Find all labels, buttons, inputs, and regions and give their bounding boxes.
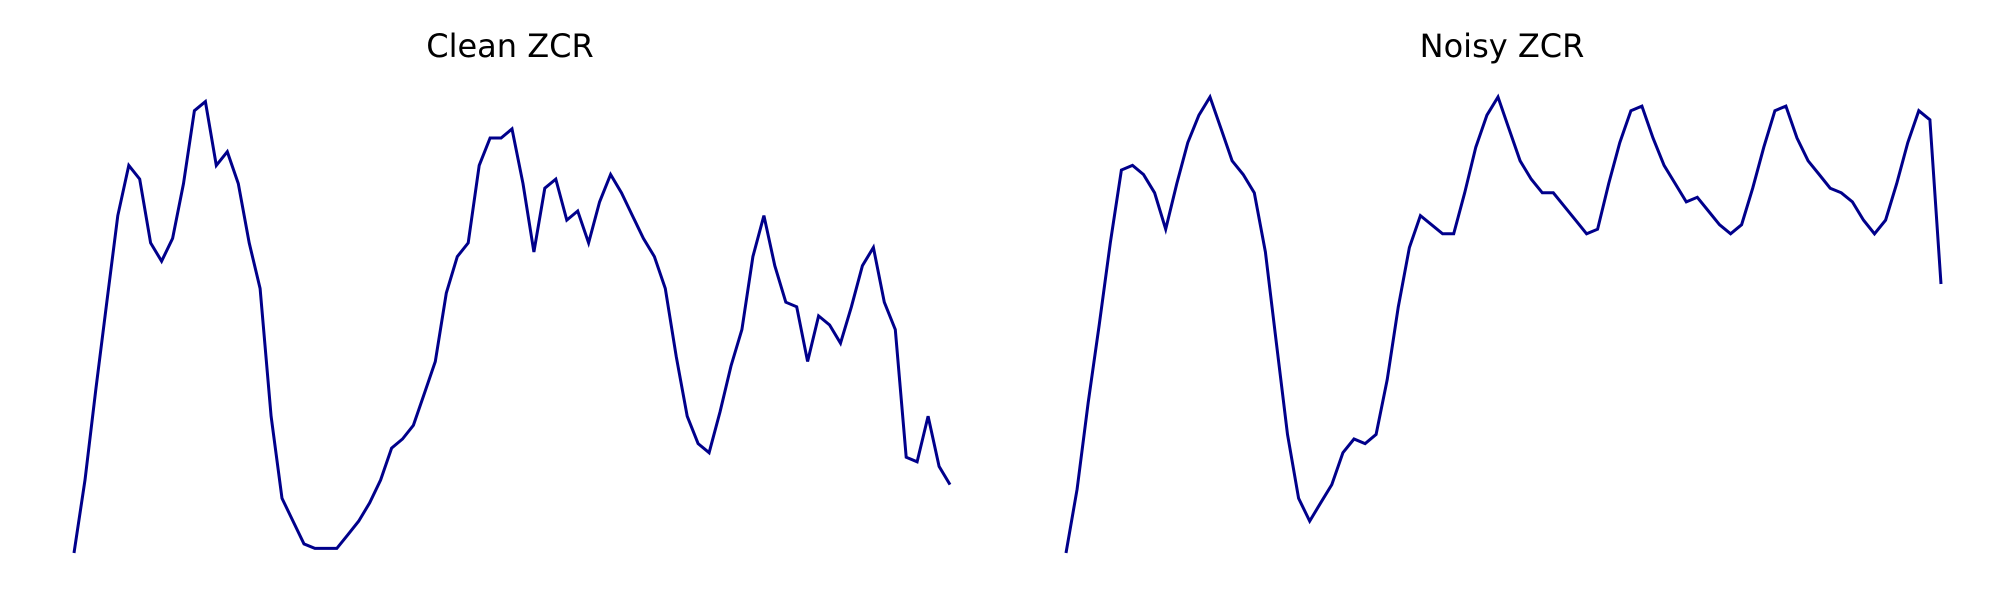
chart-title-clean: Clean ZCR (426, 27, 593, 65)
clean-zcr-panel: Clean ZCR (72, 27, 952, 554)
noisy-zcr-line (1064, 93, 1943, 554)
chart-title-noisy: Noisy ZCR (1420, 27, 1585, 65)
noisy-zcr-panel: Noisy ZCR (1064, 27, 1943, 554)
clean-zcr-line (72, 98, 952, 554)
